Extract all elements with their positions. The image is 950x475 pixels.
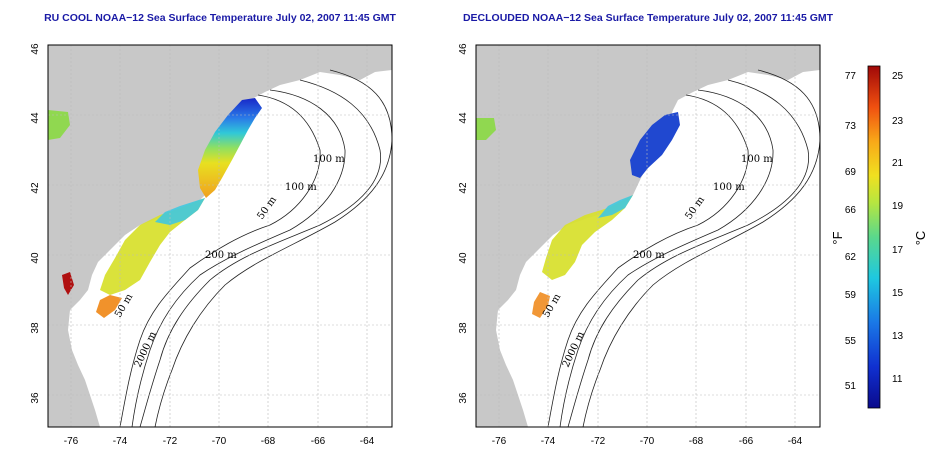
x-tick-label: -70: [640, 436, 655, 447]
y-tick-label: 44: [30, 112, 41, 124]
fahrenheit-tick: 55: [845, 336, 857, 347]
contour-label: 100 m: [313, 154, 345, 165]
fahrenheit-tick: 59: [845, 290, 857, 301]
sst-overlay-west: [48, 110, 70, 140]
celsius-tick: 11: [892, 374, 903, 385]
contour-label: 100 m: [713, 182, 745, 193]
y-tick-label: 46: [458, 43, 469, 55]
sst-overlay-south: [96, 295, 122, 318]
x-tick-label: -66: [311, 436, 326, 447]
land-mass: [48, 45, 392, 427]
left-y-axis: 46 44 42 40 38 36: [30, 43, 41, 404]
fahrenheit-unit: °F: [830, 231, 845, 244]
sst-overlay-north: [198, 98, 262, 198]
x-tick-label: -76: [64, 436, 79, 447]
right-map-title: DECLOUDED NOAA−12 Sea Surface Temperatur…: [463, 12, 834, 24]
x-tick-label: -76: [492, 436, 507, 447]
y-tick-label: 36: [30, 392, 41, 404]
celsius-tick: 13: [892, 331, 904, 342]
left-map: RU COOL NOAA−12 Sea Surface Temperature …: [30, 12, 396, 447]
celsius-tick: 17: [892, 245, 904, 256]
fahrenheit-tick: 77: [845, 71, 857, 82]
y-tick-label: 42: [458, 182, 469, 194]
celsius-ticks: 25 23 21 19 17 15 13 11: [892, 71, 904, 385]
y-tick-label: 44: [458, 112, 469, 124]
x-tick-label: -68: [689, 436, 704, 447]
sst-overlay-central: [100, 198, 205, 295]
sst-overlay-south: [532, 292, 550, 318]
fahrenheit-tick: 66: [845, 205, 857, 216]
y-tick-label: 36: [458, 392, 469, 404]
contour-50m: [547, 94, 749, 427]
sst-overlay-central: [542, 195, 633, 280]
celsius-tick: 15: [892, 288, 904, 299]
x-tick-label: -64: [360, 436, 375, 447]
y-tick-label: 38: [30, 322, 41, 334]
contour-200m: [567, 79, 810, 427]
land-mass: [476, 45, 820, 427]
x-tick-label: -74: [541, 436, 556, 447]
celsius-unit: °C: [913, 231, 928, 246]
contour-label: 100 m: [285, 182, 317, 193]
left-map-title: RU COOL NOAA−12 Sea Surface Temperature …: [44, 12, 396, 24]
sst-overlay-cyan: [155, 198, 205, 225]
celsius-tick: 19: [892, 201, 904, 212]
right-x-axis: -76 -74 -72 -70 -68 -66 -64: [492, 436, 803, 447]
x-tick-label: -64: [788, 436, 803, 447]
contour-50m: [119, 94, 321, 427]
fahrenheit-tick: 73: [845, 121, 857, 132]
fahrenheit-tick: 62: [845, 252, 857, 263]
contour-200m: [139, 79, 382, 427]
y-tick-label: 38: [458, 322, 469, 334]
contour-label: 100 m: [741, 154, 773, 165]
contour-label: 200 m: [633, 250, 665, 261]
contour-2000m: [582, 69, 820, 427]
fahrenheit-ticks: 77 73 69 66 62 59 55 51: [845, 71, 857, 392]
y-tick-label: 40: [458, 252, 469, 264]
fahrenheit-tick: 51: [845, 381, 857, 392]
colorbar-scale: [867, 65, 881, 409]
celsius-tick: 21: [892, 158, 904, 169]
sst-overlay-west: [476, 118, 496, 140]
contour-2000m: [154, 69, 392, 427]
x-tick-label: -74: [113, 436, 128, 447]
contour-100m: [559, 89, 774, 427]
fahrenheit-tick: 69: [845, 167, 857, 178]
y-tick-label: 40: [30, 252, 41, 264]
y-tick-label: 46: [30, 43, 41, 55]
x-tick-label: -68: [261, 436, 276, 447]
x-tick-label: -72: [591, 436, 606, 447]
colorbar: 77 73 69 66 62 59 55 51 25 23 21 19 17 1…: [830, 65, 928, 409]
right-y-axis: 46 44 42 40 38 36: [458, 43, 469, 404]
sst-overlay-north: [630, 112, 680, 178]
right-map: DECLOUDED NOAA−12 Sea Surface Temperatur…: [458, 12, 834, 447]
x-tick-label: -72: [163, 436, 178, 447]
x-tick-label: -66: [739, 436, 754, 447]
y-tick-label: 42: [30, 182, 41, 194]
celsius-tick: 23: [892, 116, 904, 127]
contour-100m: [131, 89, 346, 427]
celsius-tick: 25: [892, 71, 904, 82]
left-x-axis: -76 -74 -72 -70 -68 -66 -64: [64, 436, 375, 447]
sst-overlay-cyan: [598, 195, 633, 218]
contour-label: 200 m: [205, 250, 237, 261]
x-tick-label: -70: [212, 436, 227, 447]
